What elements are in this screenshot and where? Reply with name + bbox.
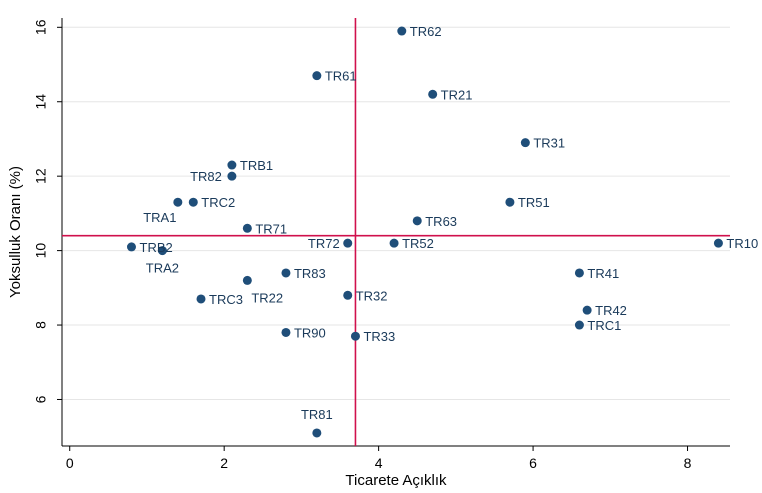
point-label: TR82	[190, 169, 222, 184]
axes: 6 8 10 12 14 16 0 2 4 6 8	[33, 18, 730, 471]
point-label: TRB2	[140, 240, 173, 255]
point-label: TR42	[595, 303, 627, 318]
point-label: TR41	[587, 266, 619, 281]
y-tick-label: 8	[33, 321, 49, 329]
reference-lines	[62, 18, 730, 446]
point-label: TRC1	[587, 318, 621, 333]
scatter-point	[350, 331, 360, 341]
x-tick-label: 0	[66, 455, 74, 471]
x-tick-label: 4	[375, 455, 383, 471]
scatter-point	[312, 428, 322, 438]
x-axis-title: Ticarete Açıklık	[345, 472, 447, 489]
scatter-point	[412, 216, 422, 226]
point-label: TR61	[325, 69, 357, 84]
scatter-point	[227, 171, 237, 181]
scatter-point	[389, 238, 399, 248]
point-label: TR90	[294, 325, 326, 340]
scatter-point	[505, 197, 515, 207]
scatter-point	[127, 242, 137, 252]
scatter-point	[343, 238, 353, 248]
y-tick-label: 14	[33, 94, 49, 110]
point-label: TRB1	[240, 158, 273, 173]
scatter-point	[281, 268, 291, 278]
y-axis-title: Yoksulluk Oranı (%)	[7, 166, 24, 298]
scatter-point	[343, 290, 353, 300]
scatter-point	[582, 305, 592, 315]
point-label: TRA1	[143, 210, 176, 225]
point-label: TR32	[356, 288, 388, 303]
point-label: TR72	[308, 236, 340, 251]
scatter-point	[196, 294, 206, 304]
y-tick-label: 6	[33, 395, 49, 403]
scatter-point	[397, 26, 407, 36]
scatter-point	[520, 138, 530, 148]
point-label: TR81	[301, 407, 333, 422]
point-label: TRC3	[209, 292, 243, 307]
point-label: TR71	[255, 221, 287, 236]
x-tick-label: 8	[684, 455, 692, 471]
point-label: TR10	[726, 236, 758, 251]
point-label: TR31	[533, 136, 565, 151]
point-labels: TR62 TR61 TR21 TR31 TRB1 TR82 TRA1 TRC2 TR51 TR63…	[140, 24, 759, 422]
scatter-point	[312, 71, 322, 81]
y-tick-label: 16	[33, 19, 49, 35]
grid-lines	[62, 26, 730, 400]
point-label: TR51	[518, 195, 550, 210]
y-tick-label: 12	[33, 168, 49, 184]
scatter-point	[242, 223, 252, 233]
data-points	[127, 26, 723, 438]
point-label: TR63	[425, 214, 457, 229]
scatter-point	[227, 160, 237, 170]
scatter-point	[188, 197, 198, 207]
point-label: TRA2	[146, 261, 179, 276]
scatter-point	[574, 320, 584, 330]
scatter-point	[574, 268, 584, 278]
point-label: TR21	[441, 87, 473, 102]
y-tick-label: 10	[33, 243, 49, 259]
point-label: TR83	[294, 266, 326, 281]
x-tick-label: 2	[220, 455, 228, 471]
scatter-point	[157, 246, 167, 256]
scatter-point	[713, 238, 723, 248]
point-label: TRC2	[201, 195, 235, 210]
point-label: TR62	[410, 24, 442, 39]
scatter-point	[173, 197, 183, 207]
scatter-point	[428, 89, 438, 99]
point-label: TR33	[363, 329, 395, 344]
point-label: TR22	[251, 290, 283, 305]
scatter-point	[242, 275, 252, 285]
scatter-point	[281, 327, 291, 337]
point-label: TR52	[402, 236, 434, 251]
x-tick-label: 6	[529, 455, 537, 471]
